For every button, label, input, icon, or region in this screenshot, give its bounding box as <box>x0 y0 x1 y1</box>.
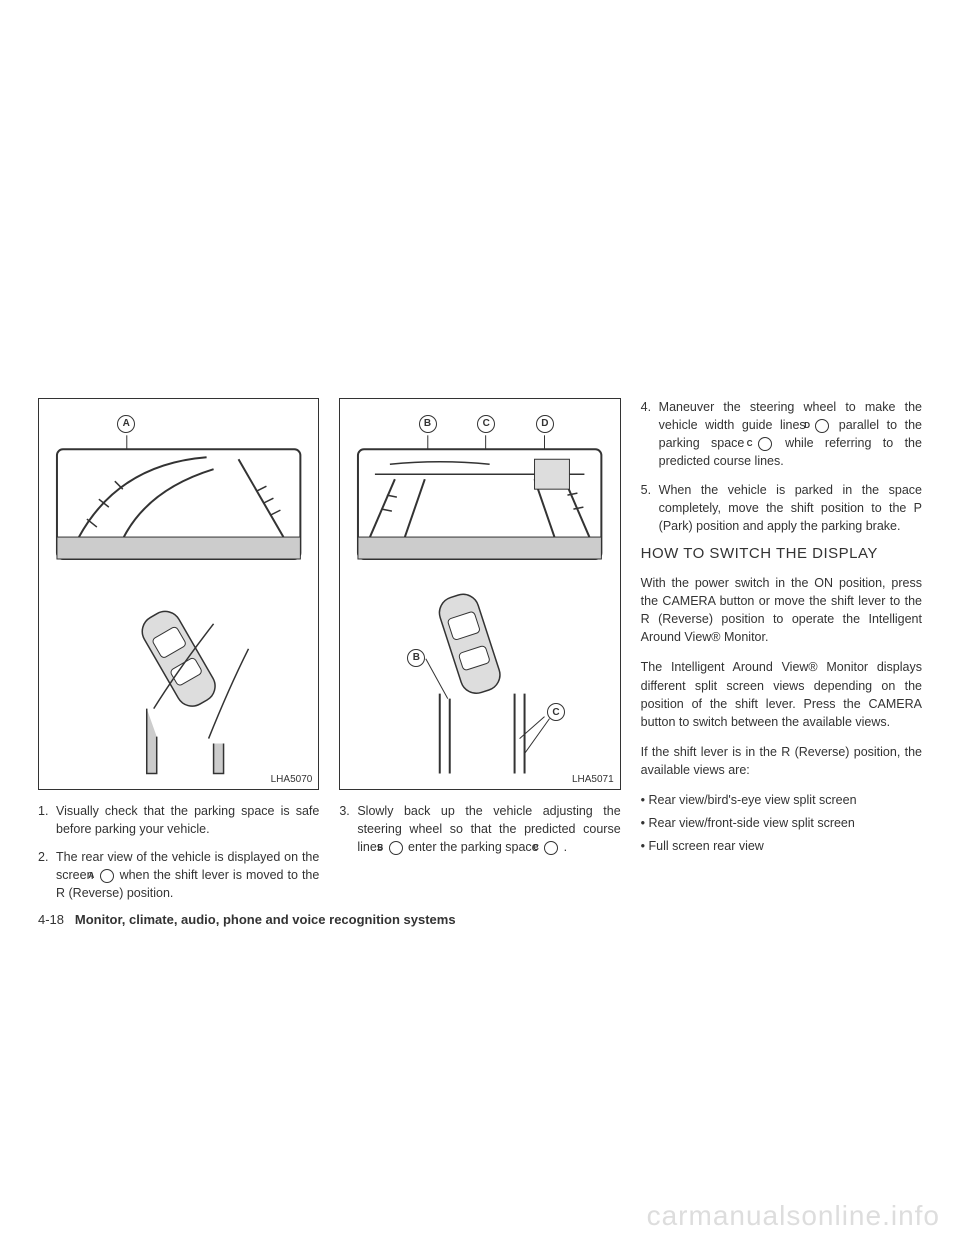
page-content: A <box>38 398 922 912</box>
column-1: A <box>38 398 319 912</box>
figure-left-svg <box>39 399 318 789</box>
inline-circle-c2: C <box>758 437 772 451</box>
column-3: Maneuver the steering wheel to make the … <box>641 398 922 912</box>
watermark: carmanualsonline.info <box>647 1200 940 1232</box>
step-2: The rear view of the vehicle is displaye… <box>38 848 319 902</box>
step-1-text: Visually check that the parking space is… <box>56 804 319 836</box>
steps-col1: Visually check that the parking space is… <box>38 802 319 903</box>
figure-right-label: LHA5071 <box>572 774 614 785</box>
step-5: When the vehicle is parked in the space … <box>641 481 922 535</box>
bullet-3: Full screen rear view <box>641 837 922 855</box>
inline-circle-d: D <box>815 419 829 433</box>
figure-right: B C D B C <box>339 398 620 790</box>
step-3: Slowly back up the vehicle adjusting the… <box>339 802 620 856</box>
steps-col3: Maneuver the steering wheel to make the … <box>641 398 922 535</box>
figure-left-label: LHA5070 <box>271 774 313 785</box>
inline-circle-b: B <box>389 841 403 855</box>
steps-col2: Slowly back up the vehicle adjusting the… <box>339 802 620 856</box>
column-2: B C D B C <box>339 398 620 912</box>
bullet-1: Rear view/bird's-eye view split screen <box>641 791 922 809</box>
bullet-list: Rear view/bird's-eye view split screen R… <box>641 791 922 855</box>
para-2: The Intelligent Around View® Monitor dis… <box>641 658 922 731</box>
step-1: Visually check that the parking space is… <box>38 802 319 838</box>
bullet-2: Rear view/front-side view split screen <box>641 814 922 832</box>
para-3: If the shift lever is in the R (Reverse)… <box>641 743 922 779</box>
section-title: Monitor, climate, audio, phone and voice… <box>75 912 456 927</box>
inline-circle-c: C <box>544 841 558 855</box>
para-1: With the power switch in the ON position… <box>641 574 922 647</box>
figure-left: A <box>38 398 319 790</box>
inline-circle-a: A <box>100 869 114 883</box>
heading-switch-display: HOW TO SWITCH THE DISPLAY <box>641 545 922 562</box>
step-4: Maneuver the steering wheel to make the … <box>641 398 922 471</box>
page-footer: 4-18 Monitor, climate, audio, phone and … <box>38 912 456 927</box>
page-number: 4-18 <box>38 912 64 927</box>
step-5-text: When the vehicle is parked in the space … <box>659 483 922 533</box>
figure-right-svg <box>340 399 619 789</box>
